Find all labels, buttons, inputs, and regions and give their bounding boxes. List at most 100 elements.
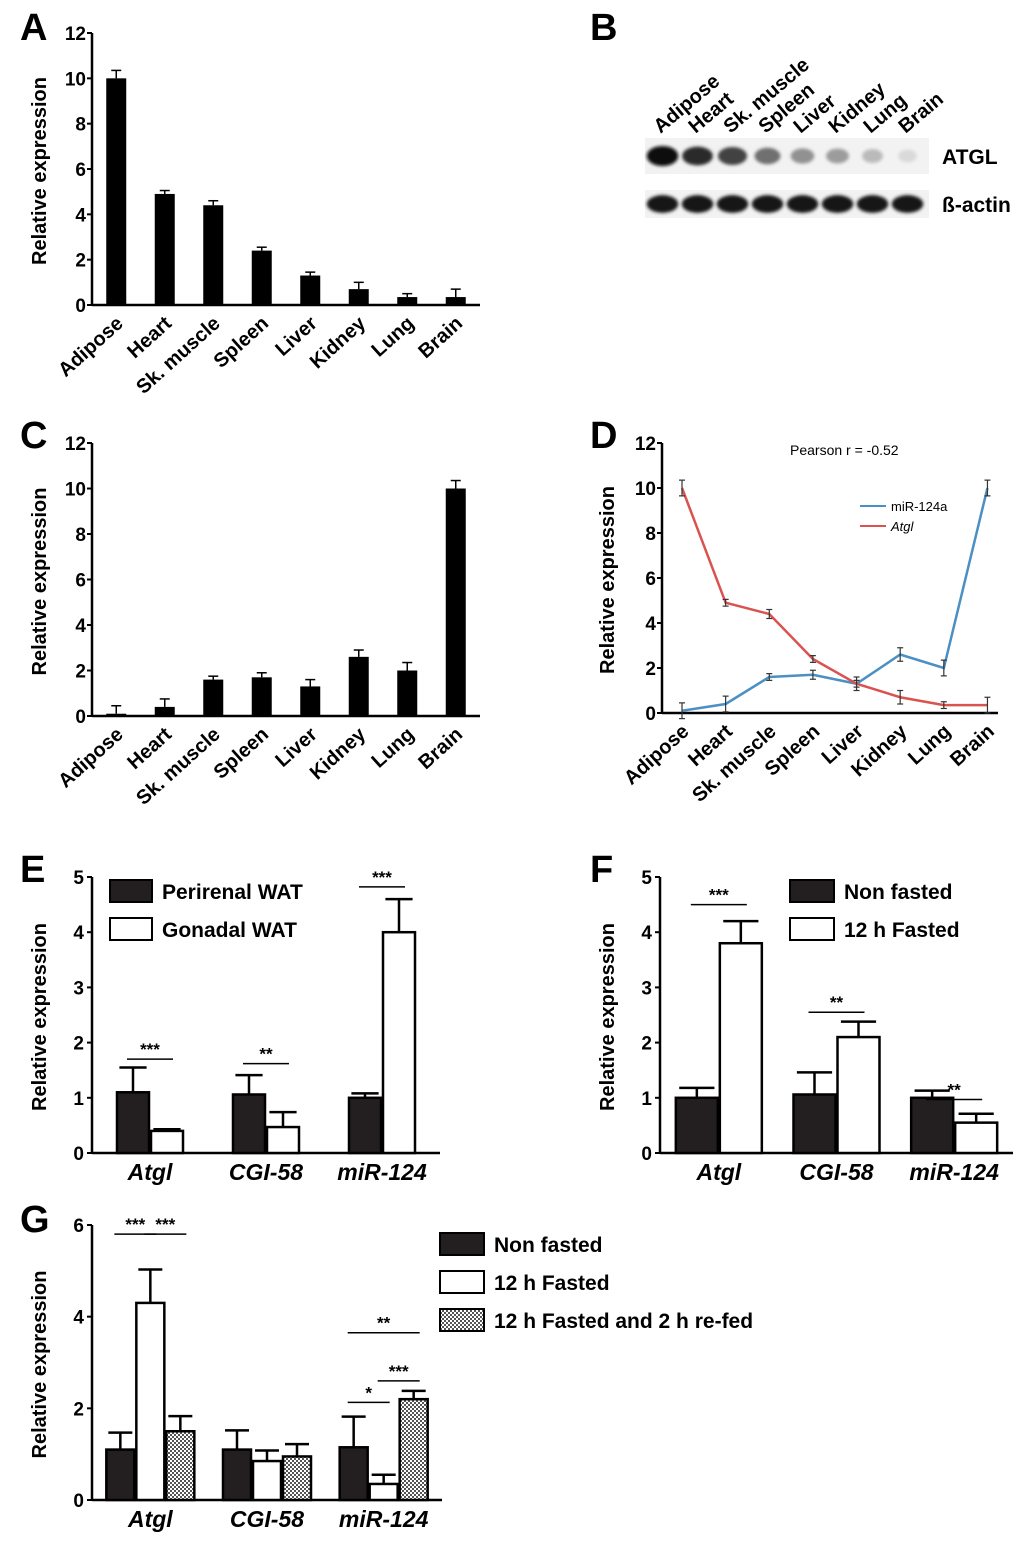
panel-b-band-actin-heart [681,195,714,213]
panel-e-y-axis-title: Relative expression [29,923,51,1111]
panel-g-y-tick-label: 0 [73,1491,84,1512]
panel-f-bar-mir-124-12-h-fasted [953,1121,999,1155]
panel-c-y-tick-label: 6 [75,571,86,592]
panel-g-significance-label: * [365,1383,372,1402]
panel-g-legend-swatch-non-fasted [439,1232,485,1256]
panel-a-bar-brain [445,297,466,305]
panel-f-legend-label-non-fasted: Non fasted [844,881,953,904]
panel-a-category-label-lung: Lung [368,312,419,361]
panel-f-legend-swatch-non-fasted [789,879,835,903]
panel-d-y-tick-label: 8 [645,524,656,545]
panel-f-significance-label: ** [948,1080,962,1099]
panel-b-row-label-atgl: ATGL [942,146,998,169]
panel-c-bar-kidney [348,656,369,716]
panel-d-line-atgl [680,487,988,707]
panel-b-band-actin-sk-muscle [716,195,749,213]
panel-g-y-axis-title: Relative expression [29,1271,51,1459]
panel-a-y-tick-label: 8 [75,115,86,136]
panel-d-line-mir-124a [681,487,989,712]
panel-e-y-tick-label: 4 [73,923,84,944]
panel-b-band-atgl-heart [682,146,713,166]
panel-d-category-label-lung: Lung [904,720,955,769]
panel-g-bar-cgi-58-non-fasted [221,1448,253,1502]
panel-g-legend-swatch-12-h-fasted [439,1270,485,1294]
panel-g-legend-swatch-12-h-fasted-and-2-h-re-fed [439,1308,485,1332]
panel-g-bar-mir-124-non-fasted [338,1446,369,1502]
panel-e-bar-mir-124-gonadal-wat [381,930,417,1155]
panel-b-band-atgl-liver [790,148,815,164]
panel-a-y-tick-label: 0 [75,296,86,317]
panel-g-legend-label-non-fasted: Non fasted [494,1234,603,1257]
panel-e-y-tick-label: 5 [73,868,84,889]
panel-f-bar-cgi-58-non-fasted [792,1093,837,1155]
panel-c-category-label-brain: Brain [414,723,467,774]
panel-e-category-label-cgi-58: CGI-58 [229,1159,303,1185]
panel-d-legend-label-mir-124a: miR-124a [891,499,948,514]
panel-label-c: C [20,415,47,457]
panel-f-category-label-mir-124: miR-124 [909,1159,999,1185]
panel-f-significance-label: ** [830,993,844,1012]
panel-e-significance-label: *** [140,1040,160,1059]
panel-c-bar-heart [154,706,175,716]
panel-g-y-tick-label: 6 [73,1216,84,1237]
panel-c-bar-liver [300,686,321,716]
panel-g-legend-label-12-h-fasted-and-2-h-re-fed: 12 h Fasted and 2 h re-fed [494,1310,753,1333]
panel-b-band-atgl-adipose [646,146,679,166]
panel-b-band-atgl-kidney [826,148,849,164]
panel-b-band-actin-kidney [821,195,854,213]
panel-e-category-label-mir-124: miR-124 [337,1159,427,1185]
panel-a-category-label-brain: Brain [414,312,467,363]
panel-g-category-label-mir-124: miR-124 [339,1506,429,1532]
panel-g-bar-atgl-non-fasted [105,1448,136,1502]
panel-d-category-label-adipose: Adipose [620,720,693,789]
panel-d-pearson-annotation: Pearson r = -0.52 [790,442,899,458]
panel-a-bar-adipose [106,78,127,305]
panel-f-y-tick-label: 2 [641,1034,652,1055]
panel-b-band-atgl-lung [862,149,883,163]
panel-a-bar-heart [154,193,175,305]
panel-b-band-actin-spleen [751,195,784,213]
panel-a-y-tick-label: 10 [65,69,86,90]
panel-d-category-label-brain: Brain [946,720,999,771]
panel-d-legend-label-atgl: Atgl [890,519,915,534]
panel-g-category-label-atgl: Atgl [127,1506,173,1532]
panel-d-chart: 0 2 4 6 8 10 12 Relative expression Pearson r = … [597,434,999,807]
panel-e-bar-mir-124-perirenal-wat [347,1096,383,1155]
panel-f-bar-atgl-non-fasted [674,1096,720,1155]
panel-e-y-tick-label: 2 [73,1034,84,1055]
panel-e-category-label-atgl: Atgl [127,1159,173,1185]
panel-label-g: G [20,1199,50,1241]
panel-b-row-label-actin: ß-actin [942,194,1011,217]
panel-a-y-tick-label: 6 [75,160,86,181]
panel-d-y-tick-label: 10 [635,479,656,500]
panel-a-y-axis-title: Relative expression [29,77,51,265]
panel-c-y-tick-label: 4 [75,616,86,637]
panel-g-significance-label: *** [389,1362,409,1381]
panel-c-bar-adipose [106,713,127,716]
panel-d-y-tick-label: 4 [645,614,656,635]
panel-e-bar-atgl-gonadal-wat [149,1129,185,1155]
panel-c-y-tick-label: 2 [75,662,86,683]
panel-a-bar-sk-muscle [203,205,224,305]
panel-g-significance-label: ** [377,1314,391,1333]
panel-b-band-actin-adipose [646,195,679,213]
panel-g-legend-label-12-h-fasted: 12 h Fasted [494,1272,610,1295]
panel-g-bar-atgl-12-h-fasted-and-2-h-re-fed [165,1430,196,1502]
panel-f-legend-swatch-12-h-fasted [789,917,835,941]
panel-c-bar-brain [445,488,466,716]
panel-c-y-tick-label: 8 [75,525,86,546]
panel-a-y-tick-label: 4 [75,205,86,226]
panel-d-y-tick-label: 12 [635,434,656,455]
panel-a-y-tick-label: 12 [65,24,86,45]
panel-a-bar-kidney [348,289,369,305]
panel-f-significance-label: *** [709,886,729,905]
panel-c-bar-lung [397,670,418,716]
panel-f-bar-cgi-58-12-h-fasted [836,1035,881,1155]
panel-f-legend-label-12-h-fasted: 12 h Fasted [844,919,960,942]
panel-e-legend-label-perirenal-wat: Perirenal WAT [162,881,303,904]
panel-c-category-label-spleen: Spleen [210,723,273,783]
panel-a-bar-liver [300,275,321,305]
